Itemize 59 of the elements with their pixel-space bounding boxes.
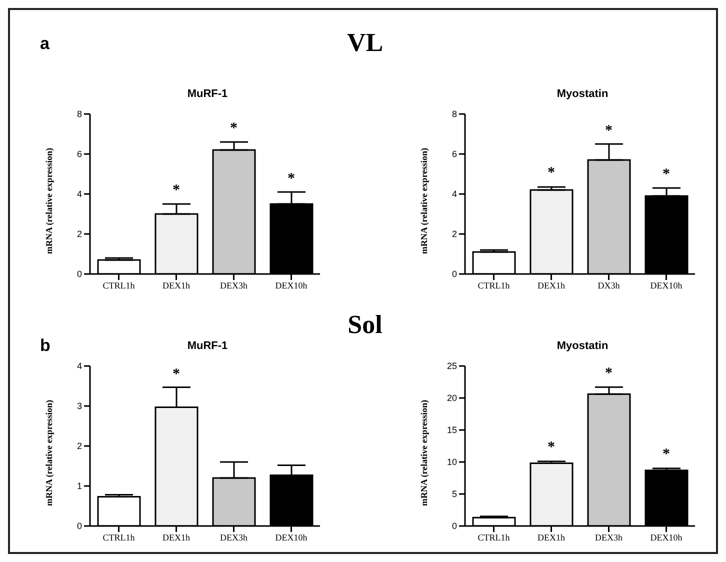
- y-tick-label: 2: [76, 229, 82, 240]
- x-tick-label: DEX1h: [538, 280, 566, 290]
- annotation: *: [662, 166, 670, 182]
- annotation: *: [172, 182, 180, 199]
- y-tick-label: 20: [446, 393, 457, 404]
- y-tick-label: 2: [452, 229, 457, 240]
- y-tick-label: 0: [76, 521, 82, 532]
- text: VL: [346, 28, 384, 57]
- y-axis-title: mRNA (relative expression): [44, 400, 54, 506]
- annotation: *: [172, 366, 180, 382]
- y-tick-label: 10: [446, 457, 457, 468]
- y-tick-label: 8: [452, 109, 457, 120]
- x-tick-label: CTRL1h: [102, 280, 136, 290]
- y-tick-label: 4: [452, 189, 457, 200]
- annotation: *: [288, 170, 295, 187]
- annotation: *: [605, 123, 612, 139]
- x-tick-label: DEX1h: [162, 280, 190, 290]
- y-tick-label: 8: [76, 109, 82, 120]
- y-tick-label: 15: [446, 425, 457, 436]
- x-tick-label: DEX1h: [162, 532, 190, 542]
- annotation: *: [230, 120, 238, 136]
- y-tick-label: 5: [452, 489, 457, 500]
- y-tick-label: 4: [76, 361, 82, 372]
- x-tick-label: DEX1h: [538, 532, 566, 542]
- x-tick-label: DEX3h: [220, 532, 248, 542]
- x-tick-label: CTRL1h: [102, 532, 136, 542]
- text: Sol: [348, 310, 382, 339]
- x-tick-label: DEX3h: [595, 532, 623, 542]
- chart-title: MuRF-1: [187, 340, 228, 352]
- y-tick-label: 25: [446, 361, 457, 372]
- y-tick-label: 0: [76, 269, 82, 280]
- annotation: *: [548, 439, 555, 456]
- x-tick-label: CTRL1h: [478, 280, 510, 290]
- x-tick-label: DEX10h: [275, 280, 308, 290]
- x-tick-label: DEX10h: [275, 532, 308, 542]
- y-tick-label: 3: [76, 401, 82, 412]
- y-tick-label: 6: [76, 149, 82, 160]
- x-tick-label: DEX10h: [650, 532, 683, 542]
- x-tick-label: DX3h: [598, 280, 620, 290]
- text: b: [40, 336, 50, 356]
- annotation: *: [605, 366, 612, 382]
- x-tick-label: DEX10h: [650, 280, 683, 290]
- y-tick-label: 6: [452, 149, 457, 160]
- annotation: *: [548, 165, 555, 182]
- y-axis-title: mRNA (relative expression): [419, 148, 430, 254]
- text: a: [40, 34, 50, 54]
- y-tick-label: 1: [76, 481, 82, 492]
- y-tick-label: 0: [452, 521, 457, 532]
- y-tick-label: 2: [76, 441, 82, 452]
- chart-title: MuRF-1: [186, 88, 229, 102]
- chart-title: Myostatin: [556, 340, 610, 354]
- x-tick-label: DEX3h: [220, 280, 248, 290]
- x-tick-label: CTRL1h: [478, 532, 510, 542]
- chart-title: Myostatin: [556, 88, 610, 102]
- y-tick-label: 0: [452, 269, 457, 280]
- y-axis-title: mRNA (relative expression): [44, 148, 54, 254]
- y-tick-label: 4: [76, 189, 82, 200]
- annotation: *: [662, 446, 670, 463]
- y-axis-title: mRNA (relative expression): [419, 400, 430, 506]
